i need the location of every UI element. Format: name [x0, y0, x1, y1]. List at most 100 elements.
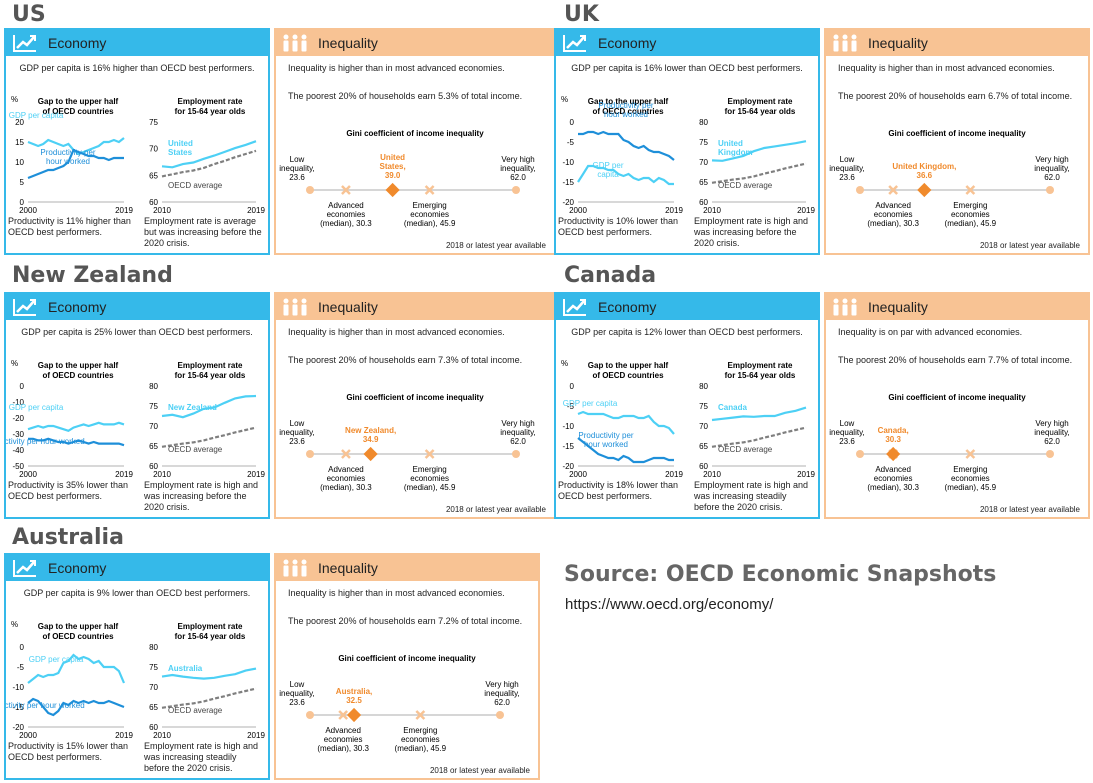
gap-chart-title: Gap to the upper half	[38, 361, 119, 370]
gdp-text: GDP per capita is 16% lower than OECD be…	[571, 63, 803, 73]
chart-trend-icon	[10, 32, 40, 54]
gini-high-label: Very high	[485, 680, 518, 689]
inequality-text: Inequality is higher than in most advanc…	[288, 588, 505, 598]
oecd-average-label: OECD average	[718, 181, 773, 190]
poorest-income-text: The poorest 20% of households earn 7.2% …	[288, 616, 523, 626]
inequality-label: Inequality	[318, 299, 378, 315]
x-tick-label: 2000	[19, 731, 37, 740]
x-tick-label: 2010	[703, 206, 721, 215]
y-tick-label: 80	[699, 382, 708, 391]
y-tick-label: -40	[12, 446, 24, 455]
gini-high-label: 62.0	[1044, 437, 1060, 446]
series-label: GDP per capita	[563, 399, 618, 408]
emerging-label: Emerging	[953, 201, 987, 210]
gini-title: Gini coefficient of income inequality	[346, 129, 484, 138]
gini-low-label: inequality,	[829, 428, 864, 437]
gap-chart-title: Gap to the upper half	[38, 97, 119, 106]
footnote: 2018 or latest year available	[445, 505, 546, 514]
oecd-average-label: OECD average	[168, 181, 223, 190]
employment-text: Employment rate is high and was increasin…	[144, 480, 259, 512]
y-tick-label: 0	[20, 198, 25, 207]
gini-low-label: 23.6	[289, 698, 305, 707]
series-line-0	[161, 140, 257, 169]
country-gini-marker	[346, 707, 362, 723]
oecd-average-label: OECD average	[168, 706, 223, 715]
series-label: GDP per capita	[29, 655, 84, 664]
source-url[interactable]: https://www.oecd.org/economy/	[565, 596, 774, 613]
advanced-label: (median), 30.3	[317, 744, 369, 753]
advanced-median-marker	[338, 710, 349, 720]
gini-low-label: inequality,	[279, 428, 314, 437]
inequality-label: Inequality	[868, 299, 928, 315]
advanced-label: economies	[327, 210, 366, 219]
economy-card: Economy GDP per capita is 9% lower than O…	[4, 553, 270, 780]
emerging-median-marker	[965, 185, 976, 195]
gap-chart-title: of OECD countries	[42, 107, 114, 116]
advanced-label: Advanced	[328, 201, 364, 210]
gini-title: Gini coefficient of income inequality	[888, 129, 1026, 138]
y-tick-label: 65	[149, 442, 158, 451]
series-line-1	[161, 149, 257, 178]
y-tick-label: 0	[20, 643, 25, 652]
people-icon	[830, 32, 860, 54]
gini-title: Gini coefficient of income inequality	[338, 654, 476, 663]
y-tick-label: 60	[149, 198, 158, 207]
inequality-card: Inequality Inequality is on par with adva…	[824, 292, 1090, 519]
gap-chart-title: of OECD countries	[42, 632, 114, 641]
economy-label: Economy	[48, 560, 107, 576]
x-tick-label: 2010	[153, 206, 171, 215]
gini-low-marker	[306, 450, 314, 458]
inequality-label: Inequality	[318, 35, 378, 51]
gini-scale: Gini coefficient of income inequality Low…	[279, 129, 535, 228]
y-tick-label: 75	[699, 138, 708, 147]
x-tick-label: 2019	[115, 206, 133, 215]
series-line-0	[27, 653, 126, 684]
emerging-label: (median), 45.9	[404, 219, 456, 228]
gini-high-marker	[512, 186, 520, 194]
emp-chart-title: for 15-64 year olds	[175, 371, 246, 380]
y-tick-label: -20	[562, 198, 574, 207]
economy-card: Economy GDP per capita is 16% higher than…	[4, 28, 270, 255]
inequality-label: Inequality	[868, 35, 928, 51]
country-gini-marker	[363, 446, 378, 462]
productivity-text: Productivity is 35% lower than OECD best …	[8, 480, 129, 501]
advanced-label: Advanced	[325, 726, 361, 735]
series-line-1	[577, 437, 674, 464]
y-tick-label: 0	[20, 382, 25, 391]
oecd-average-label: OECD average	[168, 445, 223, 454]
gini-high-label: 62.0	[510, 173, 526, 182]
y-tick-label: 60	[149, 723, 158, 732]
footnote: 2018 or latest year available	[429, 766, 530, 775]
emerging-median-marker	[424, 449, 435, 459]
advanced-label: (median), 30.3	[867, 483, 919, 492]
y-tick-label: 80	[149, 643, 158, 652]
footnote: 2018 or latest year available	[979, 505, 1080, 514]
y-tick-label: 65	[699, 442, 708, 451]
x-tick-label: 2019	[797, 206, 815, 215]
gap-chart-title: Gap to the upper half	[588, 97, 669, 106]
emerging-label: (median), 45.9	[404, 483, 456, 492]
y-tick-label: 70	[699, 158, 708, 167]
series-label: Productivity per	[578, 431, 633, 440]
country-gini-label: 39.0	[385, 171, 401, 180]
advanced-median-marker	[341, 185, 351, 195]
series-label: hour worked	[584, 440, 628, 449]
emerging-median-marker	[965, 449, 976, 459]
series-line-0	[161, 394, 257, 419]
country-gini-marker	[886, 446, 901, 462]
advanced-label: economies	[324, 735, 363, 744]
x-tick-label: 2000	[19, 470, 37, 479]
series-line-1	[578, 130, 675, 161]
inequality-card: Inequality Inequality is higher than in m…	[274, 28, 556, 255]
emerging-label: Emerging	[953, 465, 987, 474]
series-line-1	[711, 426, 807, 448]
gini-high-label: 62.0	[1044, 173, 1060, 182]
y-unit-label: %	[11, 620, 18, 629]
advanced-label: economies	[874, 474, 913, 483]
country-gini-marker	[385, 182, 400, 198]
series-label: Productivity per hour worked	[6, 437, 85, 446]
x-tick-label: 2000	[569, 206, 587, 215]
